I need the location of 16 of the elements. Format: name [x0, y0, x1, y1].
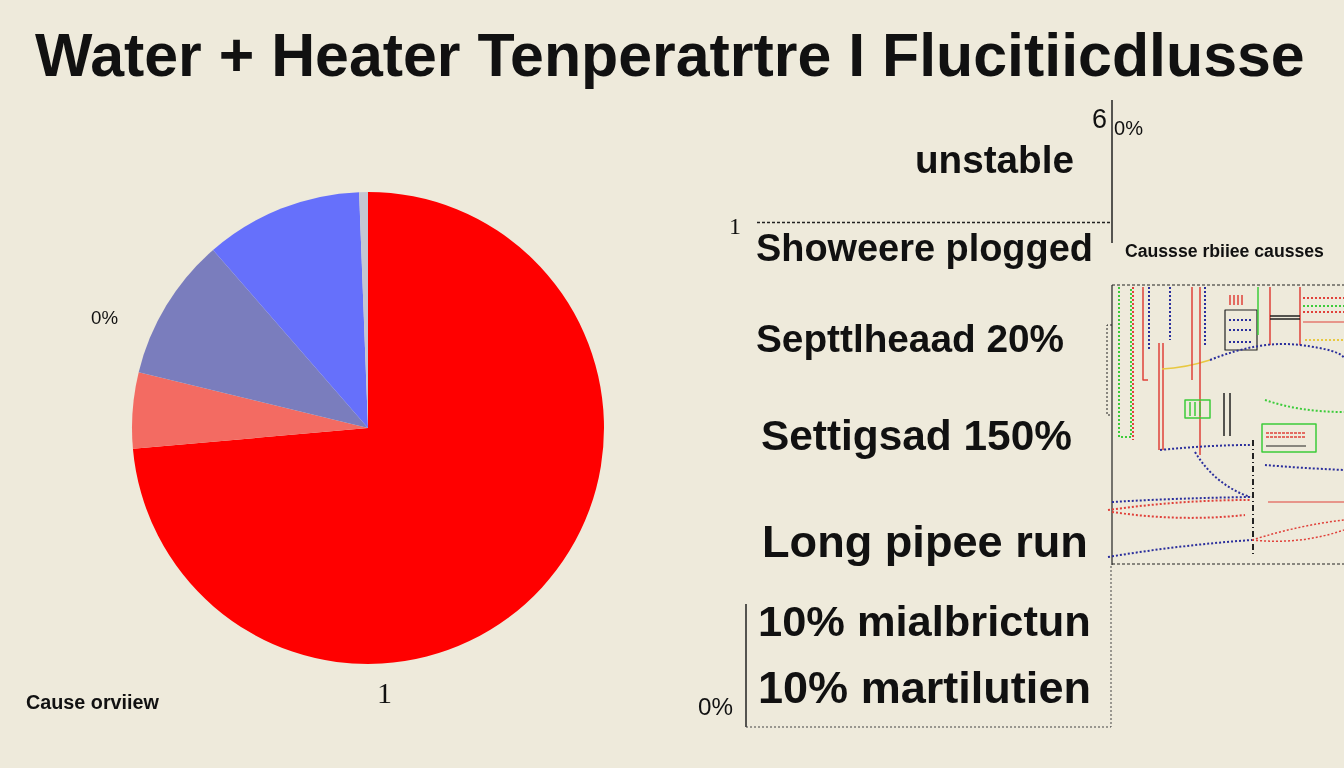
- text: 10% mialbrictun: [758, 597, 1091, 646]
- text: 10% martilutien: [758, 661, 1091, 713]
- text: Settigsad 150%: [761, 411, 1072, 459]
- text: 6: [1092, 104, 1107, 135]
- text: unstable: [915, 138, 1074, 182]
- text: 0%: [1114, 116, 1143, 139]
- text: 1: [377, 675, 392, 709]
- text: Long pipee run: [762, 515, 1088, 567]
- text: 0%: [698, 693, 733, 721]
- chart-title: Water + Heater Tenperatrtre I Flucitiicdlusse: [35, 20, 1305, 89]
- text: 0%: [91, 307, 118, 329]
- text: Caussse rbiiee causses: [1125, 241, 1324, 261]
- text: Cause orviiew: [26, 691, 159, 714]
- text: Septtlheaad 20%: [756, 317, 1064, 361]
- text: Showeere plogged: [756, 226, 1093, 269]
- text: 1: [729, 212, 741, 239]
